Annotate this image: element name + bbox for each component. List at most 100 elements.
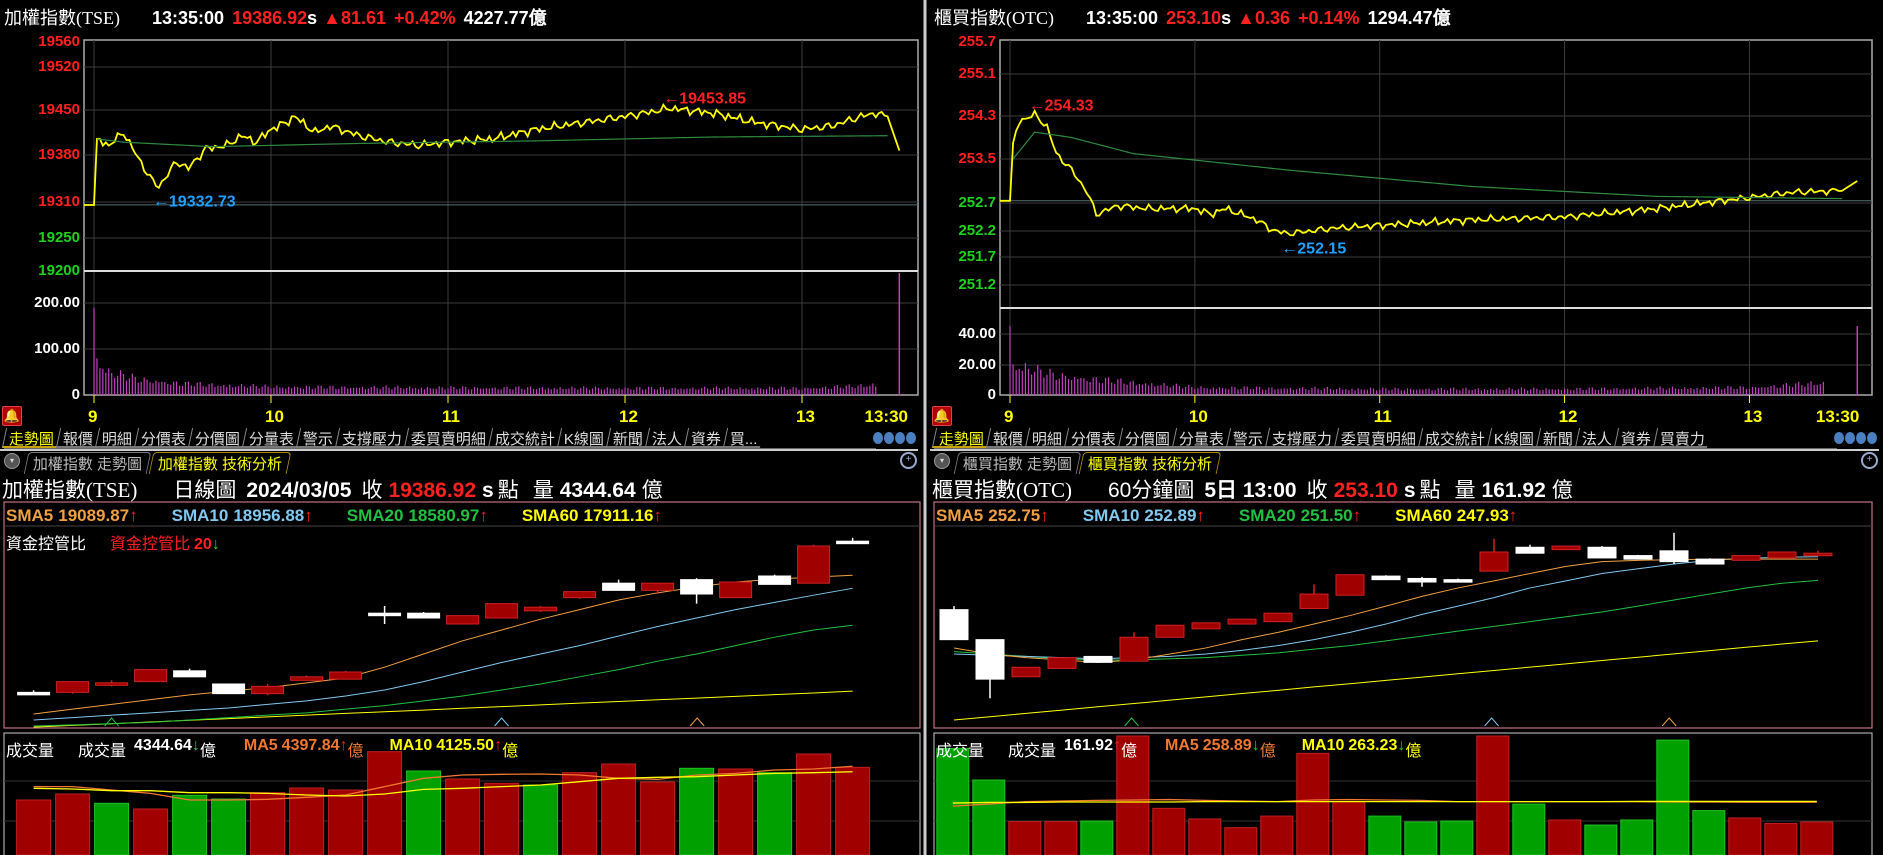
tab-4[interactable]: 分價圖 bbox=[1117, 428, 1177, 448]
candle-body bbox=[1371, 575, 1401, 581]
tab-13[interactable]: 資券 bbox=[684, 428, 728, 448]
candle bbox=[758, 574, 792, 585]
nav-first-icon[interactable] bbox=[873, 432, 883, 444]
sma-legend-item: SMA5 19089.87↑ bbox=[6, 506, 138, 526]
candle-body bbox=[641, 582, 675, 591]
tab-3[interactable]: 分價表 bbox=[133, 428, 193, 448]
candle-body bbox=[1587, 546, 1617, 559]
volume-bar bbox=[445, 778, 481, 855]
time-axis-label: 13 bbox=[1743, 407, 1763, 426]
chart-tab-0[interactable]: 櫃買指數 走勢圖 bbox=[953, 452, 1082, 474]
tab-0[interactable]: 走勢圖 bbox=[1, 428, 61, 448]
chart-tabs: ▾ 櫃買指數 走勢圖 櫃買指數 技術分析 bbox=[934, 452, 1222, 474]
indicator-label: 資金控管比 bbox=[110, 536, 191, 553]
tab-8[interactable]: 委買賣明細 bbox=[1333, 428, 1423, 448]
alert-bell-icon[interactable]: 🔔 bbox=[2, 406, 22, 426]
arrow-up-icon: ↑ bbox=[479, 506, 488, 525]
volume-legend: 成交量 成交量 4344.64 ↓ 億 MA5 4397.84 ↑ 億 MA10 4125.50 ↑ 億 bbox=[6, 737, 544, 761]
candle-body bbox=[1407, 577, 1437, 583]
tab-12[interactable]: 法人 bbox=[645, 428, 689, 448]
tab-label: 走勢圖 bbox=[8, 431, 54, 448]
index-name: 加權指數(TSE) bbox=[4, 8, 120, 28]
volume-legend: 成交量 成交量 161.92 ↑ 億 MA5 258.89 ↓ 億 MA10 263.23 ↓ 億 bbox=[936, 737, 1447, 761]
tab-label: K線圖 bbox=[1494, 431, 1535, 448]
tab-5[interactable]: 分量表 bbox=[1171, 428, 1231, 448]
chart-tab-0[interactable]: 加權指數 走勢圖 bbox=[23, 452, 152, 474]
chart-tab-1[interactable]: 加權指數 技術分析 bbox=[148, 452, 292, 474]
tab-6[interactable]: 警示 bbox=[1225, 428, 1270, 448]
tab-3[interactable]: 分價表 bbox=[1063, 428, 1123, 448]
tab-14[interactable]: 買賣力 bbox=[1653, 428, 1712, 448]
tab-7[interactable]: 支撐壓力 bbox=[334, 428, 409, 448]
volume-bar bbox=[1440, 820, 1474, 855]
intraday-chart: 254.33←252.15← bbox=[999, 39, 1873, 403]
tab-0[interactable]: 走勢圖 bbox=[931, 428, 991, 448]
tab-10[interactable]: K線圖 bbox=[1487, 428, 1541, 448]
sma-value: 252.75 bbox=[988, 506, 1041, 525]
candle-body bbox=[446, 615, 480, 625]
tab-10[interactable]: K線圖 bbox=[557, 428, 611, 448]
candle bbox=[1335, 574, 1365, 596]
tab-5[interactable]: 分量表 bbox=[241, 428, 301, 448]
tab-2[interactable]: 明細 bbox=[94, 428, 139, 448]
ma10-value: 263.23 bbox=[1348, 737, 1398, 754]
volume-bar bbox=[1224, 827, 1258, 855]
candle-body bbox=[939, 609, 969, 641]
candle bbox=[1587, 546, 1617, 559]
trade-amount: 1294.47億 bbox=[1367, 8, 1451, 28]
unit-label: 點 bbox=[1419, 479, 1441, 502]
candle bbox=[485, 603, 519, 619]
tab-8[interactable]: 委買賣明細 bbox=[403, 428, 493, 448]
tab-14[interactable]: 買... bbox=[723, 428, 764, 448]
candle bbox=[1083, 655, 1113, 663]
tab-label: 加權指數 走勢圖 bbox=[32, 456, 143, 473]
sma-legend-item: SMA60 247.93↑ bbox=[1395, 506, 1517, 526]
arrow-down-icon: ↓ bbox=[1397, 737, 1406, 754]
dropdown-icon[interactable]: ▾ bbox=[934, 453, 950, 469]
tab-1[interactable]: 報價 bbox=[985, 428, 1030, 448]
nav-first-icon[interactable] bbox=[1834, 432, 1844, 444]
tab-1[interactable]: 報價 bbox=[55, 428, 100, 448]
nav-next-icon[interactable] bbox=[895, 432, 905, 444]
zoom-in-icon[interactable]: + bbox=[1861, 452, 1878, 469]
tab-4[interactable]: 分價圖 bbox=[187, 428, 247, 448]
tab-2[interactable]: 明細 bbox=[1024, 428, 1069, 448]
tab-12[interactable]: 法人 bbox=[1575, 428, 1619, 448]
volume-tick-label: 0 bbox=[987, 386, 996, 403]
tab-label: 資券 bbox=[1621, 431, 1652, 448]
candle bbox=[797, 544, 831, 584]
candle bbox=[251, 684, 285, 696]
zoom-in-icon[interactable]: + bbox=[900, 452, 917, 469]
sma60-line bbox=[953, 640, 1819, 721]
price-tick-label: 19310 bbox=[38, 193, 80, 210]
candle bbox=[524, 606, 558, 612]
tab-9[interactable]: 成交統計 bbox=[488, 428, 562, 448]
tab-6[interactable]: 警示 bbox=[295, 428, 340, 448]
price-box bbox=[3, 501, 921, 729]
nav-prev-icon[interactable] bbox=[884, 432, 894, 444]
close-label: 收 bbox=[361, 479, 383, 502]
tab-label: 明細 bbox=[1031, 431, 1062, 448]
tab-11[interactable]: 新聞 bbox=[1536, 428, 1580, 448]
tab-13[interactable]: 資券 bbox=[1614, 428, 1658, 448]
dropdown-icon[interactable]: ▾ bbox=[4, 453, 20, 469]
time-axis-label: 11 bbox=[1373, 407, 1392, 426]
ma5-label: MA5 bbox=[243, 737, 278, 754]
alert-bell-icon[interactable]: 🔔 bbox=[932, 406, 952, 426]
tab-7[interactable]: 支撐壓力 bbox=[1264, 428, 1339, 448]
nav-prev-icon[interactable] bbox=[1845, 432, 1855, 444]
vol-ma10-line bbox=[952, 800, 1817, 804]
tab-11[interactable]: 新聞 bbox=[606, 428, 650, 448]
chart-tab-1[interactable]: 櫃買指數 技術分析 bbox=[1078, 452, 1222, 474]
nav-last-icon[interactable] bbox=[1867, 432, 1877, 444]
volume-bar bbox=[484, 782, 520, 855]
time-axis-label: 12 bbox=[1558, 407, 1578, 426]
volume-unit: 億 bbox=[199, 743, 216, 760]
price-tick-label: 19380 bbox=[38, 146, 80, 163]
arrow-left-icon: ← bbox=[153, 192, 170, 211]
tab-9[interactable]: 成交統計 bbox=[1418, 428, 1492, 448]
price-box bbox=[933, 501, 1873, 729]
nav-last-icon[interactable] bbox=[906, 432, 916, 444]
time-axis-label: 10 bbox=[265, 407, 284, 426]
nav-next-icon[interactable] bbox=[1856, 432, 1866, 444]
